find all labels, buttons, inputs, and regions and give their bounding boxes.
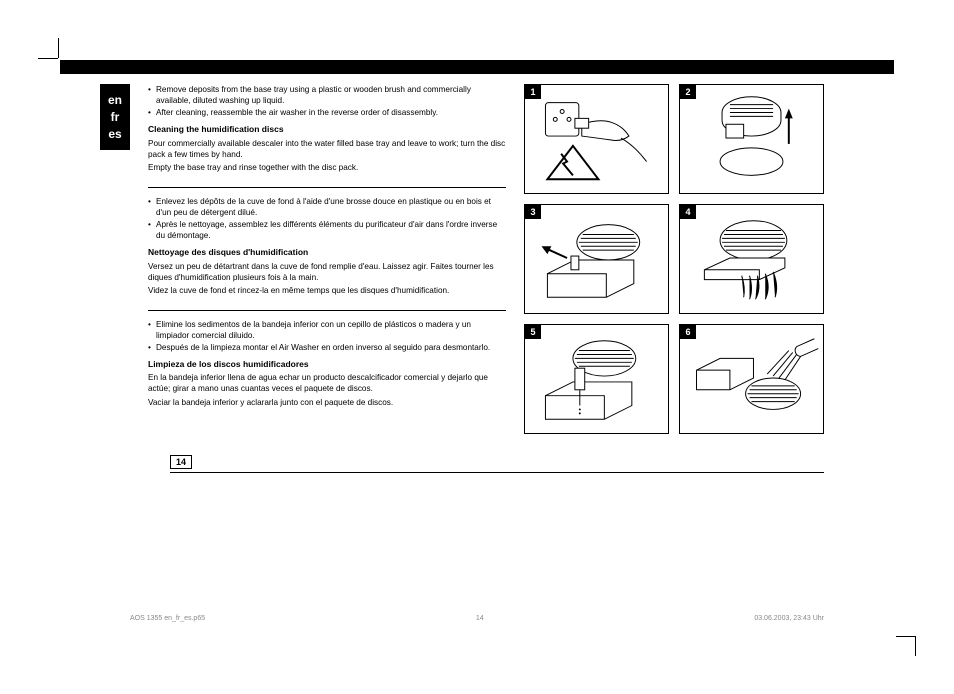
figure-5: 5	[524, 324, 669, 434]
figure-number: 2	[680, 85, 696, 99]
page-number: 14	[170, 455, 192, 469]
en-heading: Cleaning the humidification discs	[148, 124, 506, 135]
es-p2: Vaciar la bandeja inferior y aclararla j…	[148, 397, 506, 408]
figure-number: 4	[680, 205, 696, 219]
figure-6: 6	[679, 324, 824, 434]
en-bullets: Remove deposits from the base tray using…	[148, 84, 506, 118]
page-number-rule	[170, 472, 824, 473]
footer-page: 14	[476, 615, 484, 622]
figure-number: 6	[680, 325, 696, 339]
es-bullets: Elimine los sedimentos de la bandeja inf…	[148, 319, 506, 353]
lang-en: en	[100, 93, 130, 107]
list-item: Remove deposits from the base tray using…	[148, 84, 506, 106]
fr-p1: Versez un peu de détartrant dans la cuve…	[148, 261, 506, 283]
figure-number: 3	[525, 205, 541, 219]
figure-3: 3	[524, 204, 669, 314]
rinse-illustration	[680, 325, 823, 433]
figure-2: 2	[679, 84, 824, 194]
unplug-illustration	[525, 85, 668, 193]
section-rule	[148, 310, 506, 311]
content-row: en fr es Remove deposits from the base t…	[60, 84, 894, 434]
print-footer: AOS 1355 en_fr_es.p65 14 03.06.2003, 23:…	[130, 615, 824, 622]
remove-discpack-illustration	[525, 205, 668, 313]
lang-es: es	[100, 127, 130, 141]
en-p1: Pour commercially available descaler int…	[148, 138, 506, 160]
es-p1: En la bandeja inferior llena de agua ech…	[148, 372, 506, 394]
page-frame: en fr es Remove deposits from the base t…	[60, 60, 894, 634]
language-indicator: en fr es	[100, 84, 130, 150]
header-bar	[60, 60, 894, 74]
lang-fr: fr	[100, 110, 130, 124]
pour-descaler-illustration	[525, 325, 668, 433]
lift-housing-illustration	[680, 85, 823, 193]
footer-filename: AOS 1355 en_fr_es.p65	[130, 615, 205, 622]
fr-heading: Nettoyage des disques d'humidification	[148, 247, 506, 258]
fr-bullets: Enlevez les dépôts de la cuve de fond à …	[148, 196, 506, 241]
empty-water-illustration	[680, 205, 823, 313]
figure-1: 1	[524, 84, 669, 194]
text-column: Remove deposits from the base tray using…	[148, 84, 506, 434]
figure-4: 4	[679, 204, 824, 314]
fr-p2: Videz la cuve de fond et rincez-la en mê…	[148, 285, 506, 296]
en-p2: Empty the base tray and rinse together w…	[148, 162, 506, 173]
list-item: Elimine los sedimentos de la bandeja inf…	[148, 319, 506, 341]
figure-grid: 1 2	[524, 84, 824, 434]
page-number-box: 14	[170, 452, 894, 470]
footer-timestamp: 03.06.2003, 23:43 Uhr	[754, 615, 824, 622]
list-item: Enlevez les dépôts de la cuve de fond à …	[148, 196, 506, 218]
list-item: Después de la limpieza montar el Air Was…	[148, 342, 506, 353]
section-rule	[148, 187, 506, 188]
figure-number: 1	[525, 85, 541, 99]
list-item: After cleaning, reassemble the air washe…	[148, 107, 506, 118]
list-item: Après le nettoyage, assemblez les différ…	[148, 219, 506, 241]
es-heading: Limpieza de los discos humidificadores	[148, 359, 506, 370]
figure-number: 5	[525, 325, 541, 339]
